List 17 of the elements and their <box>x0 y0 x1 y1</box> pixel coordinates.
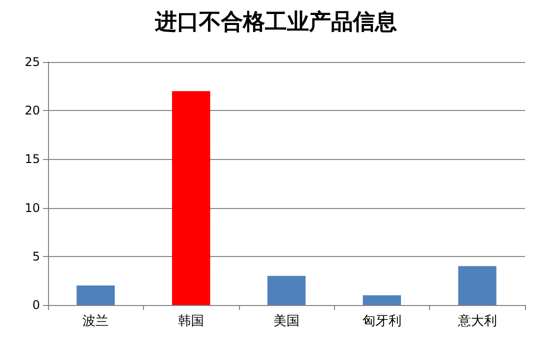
y-tick-label: 15 <box>24 152 40 166</box>
x-tick-label: 匈牙利 <box>362 314 402 329</box>
y-tick-label: 20 <box>24 104 40 118</box>
y-tick-label: 10 <box>24 200 40 215</box>
chart-title: 进口不合格工业产品信息 <box>154 9 397 35</box>
bar <box>172 91 210 305</box>
y-tick-label: 25 <box>24 55 40 69</box>
bar <box>362 295 401 305</box>
x-tick-label: 美国 <box>274 313 300 329</box>
x-tick-label: 意大利 <box>456 314 497 329</box>
y-tick-label: 0 <box>32 298 40 312</box>
x-tick-label: 波兰 <box>82 314 109 329</box>
bar <box>458 266 496 305</box>
bar <box>267 276 306 305</box>
x-tick-label: 韩国 <box>178 314 204 329</box>
y-tick-label: 5 <box>32 249 40 264</box>
bar <box>76 286 115 305</box>
